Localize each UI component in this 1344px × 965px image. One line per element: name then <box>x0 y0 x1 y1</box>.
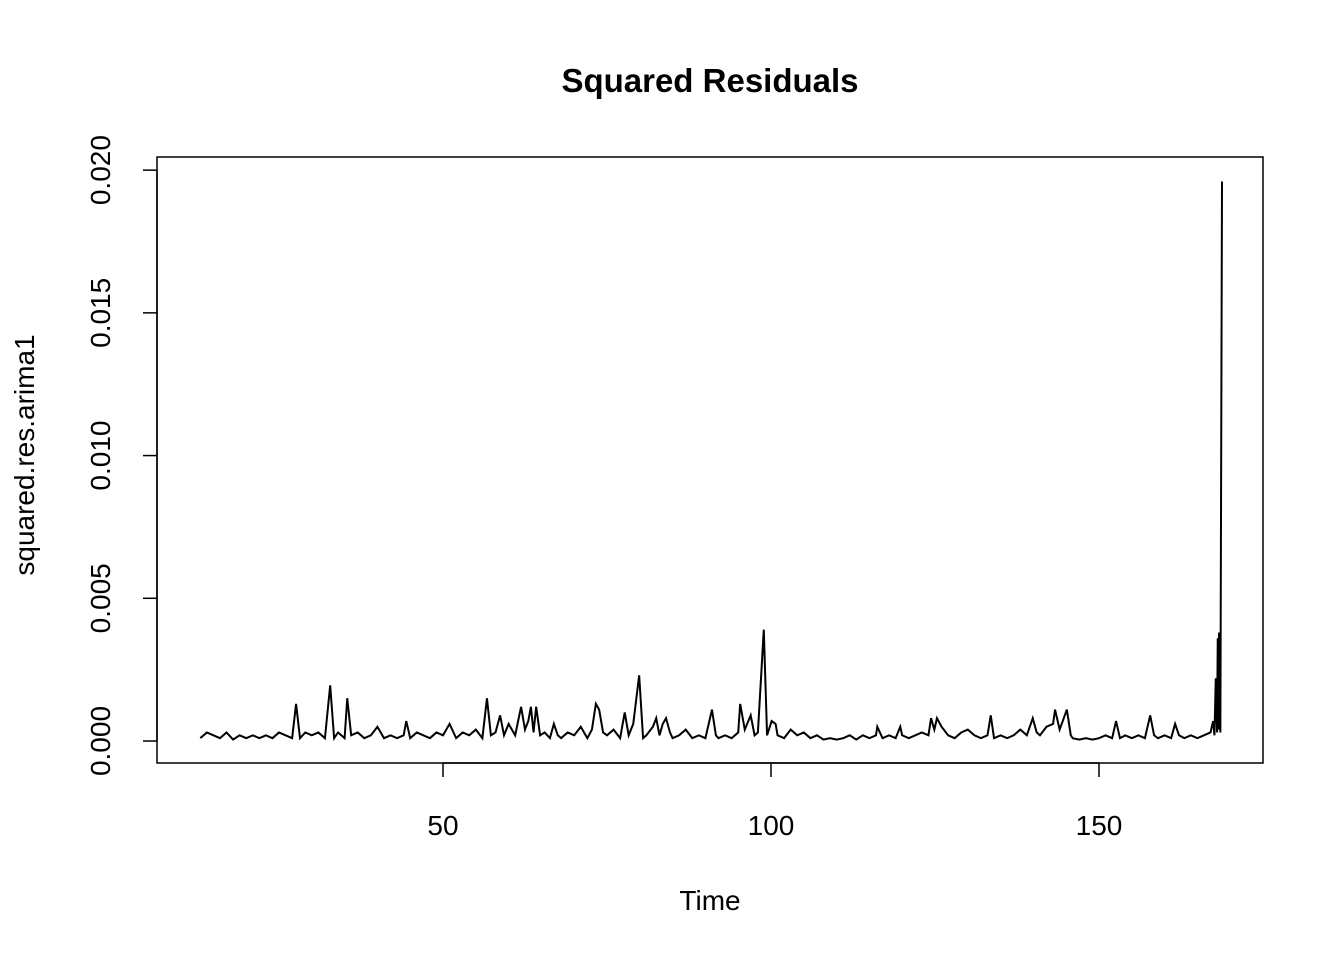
chart-title: Squared Residuals <box>561 62 858 99</box>
y-tick-label: 0.000 <box>85 706 116 776</box>
y-tick-label: 0.005 <box>85 563 116 633</box>
x-tick-label: 50 <box>427 810 458 841</box>
y-tick-label: 0.010 <box>85 421 116 491</box>
plot-box <box>156 156 1264 764</box>
x-axis-label: Time <box>679 885 740 916</box>
y-tick-label: 0.015 <box>85 278 116 348</box>
x-tick-label: 150 <box>1076 810 1123 841</box>
series-line <box>199 181 1223 742</box>
y-tick-label: 0.020 <box>85 135 116 205</box>
y-axis-label: squared.res.arima1 <box>9 334 40 575</box>
x-tick-label: 100 <box>748 810 795 841</box>
